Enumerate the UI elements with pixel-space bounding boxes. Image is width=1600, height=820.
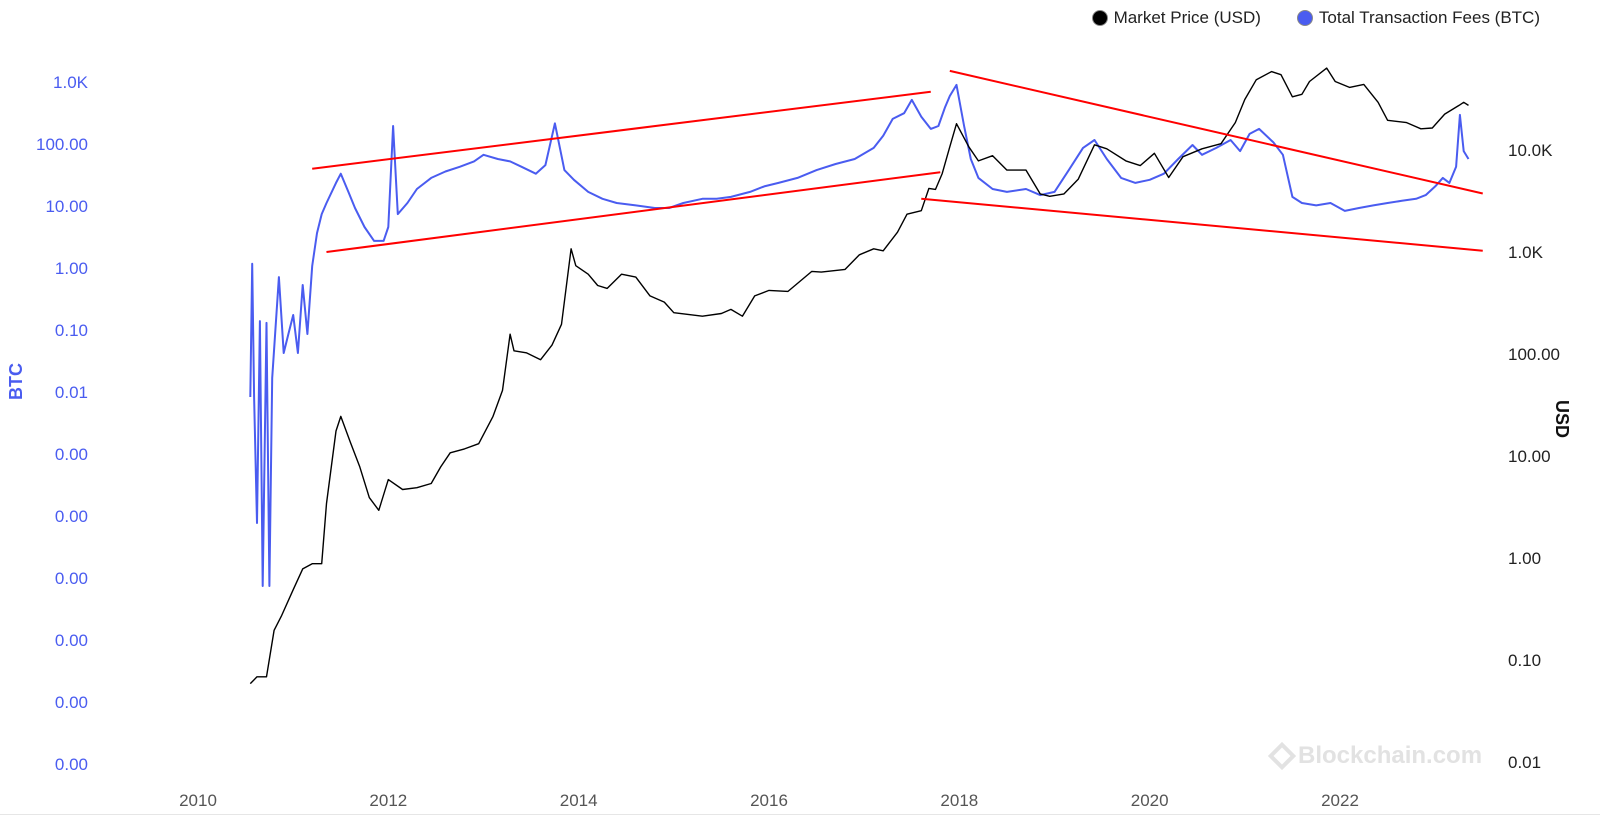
x-tick-label: 2014 [560, 791, 598, 810]
series-line-transaction-fees [249, 83, 1470, 587]
right-tick-label: 100.00 [1508, 345, 1560, 364]
left-tick-label: 0.10 [55, 321, 88, 340]
x-tick-label: 2018 [940, 791, 978, 810]
bottom-divider [0, 814, 1600, 815]
right-tick-label: 10.0K [1508, 141, 1553, 160]
left-tick-label: 0.00 [55, 507, 88, 526]
right-tick-label: 0.10 [1508, 651, 1541, 670]
right-tick-label: 10.00 [1508, 447, 1551, 466]
right-axis-ticks: 10.0K 1.0K 100.00 10.00 1.00 0.10 0.01 [1508, 141, 1560, 772]
trendline-3 [949, 69, 1483, 195]
left-tick-label: 1.00 [55, 259, 88, 278]
series-layer [249, 67, 1470, 685]
legend-dot-icon [1296, 10, 1313, 26]
left-axis-title: BTC [6, 363, 26, 400]
right-tick-label: 1.00 [1508, 549, 1541, 568]
left-tick-label: 0.01 [55, 383, 88, 402]
left-tick-label: 0.00 [55, 445, 88, 464]
blockchain-logo-icon [1267, 741, 1297, 771]
right-tick-label: 0.01 [1508, 753, 1541, 772]
left-tick-label: 0.00 [55, 631, 88, 650]
x-tick-label: 2022 [1321, 791, 1359, 810]
left-tick-label: 0.00 [55, 569, 88, 588]
left-axis-ticks: 1.0K 100.00 10.00 1.00 0.10 0.01 0.00 0.00 0.00 0… [36, 73, 89, 774]
watermark: Blockchain.com [1267, 741, 1483, 771]
series-line-market-price [249, 67, 1469, 685]
left-tick-label: 0.00 [55, 755, 88, 774]
chart-legend: Market Price (USD) Total Transaction Fee… [1091, 8, 1540, 28]
x-tick-label: 2010 [179, 791, 217, 810]
legend-label: Total Transaction Fees (BTC) [1318, 8, 1540, 27]
trendline-2 [326, 171, 941, 254]
right-tick-label: 1.0K [1508, 243, 1544, 262]
left-tick-label: 0.00 [55, 693, 88, 712]
legend-dot-icon [1091, 10, 1108, 26]
trendline-4 [921, 197, 1483, 252]
left-tick-label: 100.00 [36, 135, 88, 154]
x-axis-ticks: 2010 2012 2014 2016 2018 2020 2022 [179, 791, 1359, 810]
legend-item-market-price[interactable]: Market Price (USD) [1091, 8, 1261, 28]
x-tick-label: 2016 [750, 791, 788, 810]
legend-label: Market Price (USD) [1113, 8, 1261, 27]
watermark-text: Blockchain.com [1298, 742, 1483, 769]
x-tick-label: 2012 [369, 791, 407, 810]
left-tick-label: 1.0K [53, 73, 89, 92]
legend-item-transaction-fees[interactable]: Total Transaction Fees (BTC) [1296, 8, 1540, 28]
x-tick-label: 2020 [1131, 791, 1169, 810]
right-axis-title: USD [1552, 400, 1572, 439]
trendline-layer [312, 69, 1483, 254]
trendline-1 [312, 90, 931, 170]
left-tick-label: 10.00 [45, 197, 88, 216]
